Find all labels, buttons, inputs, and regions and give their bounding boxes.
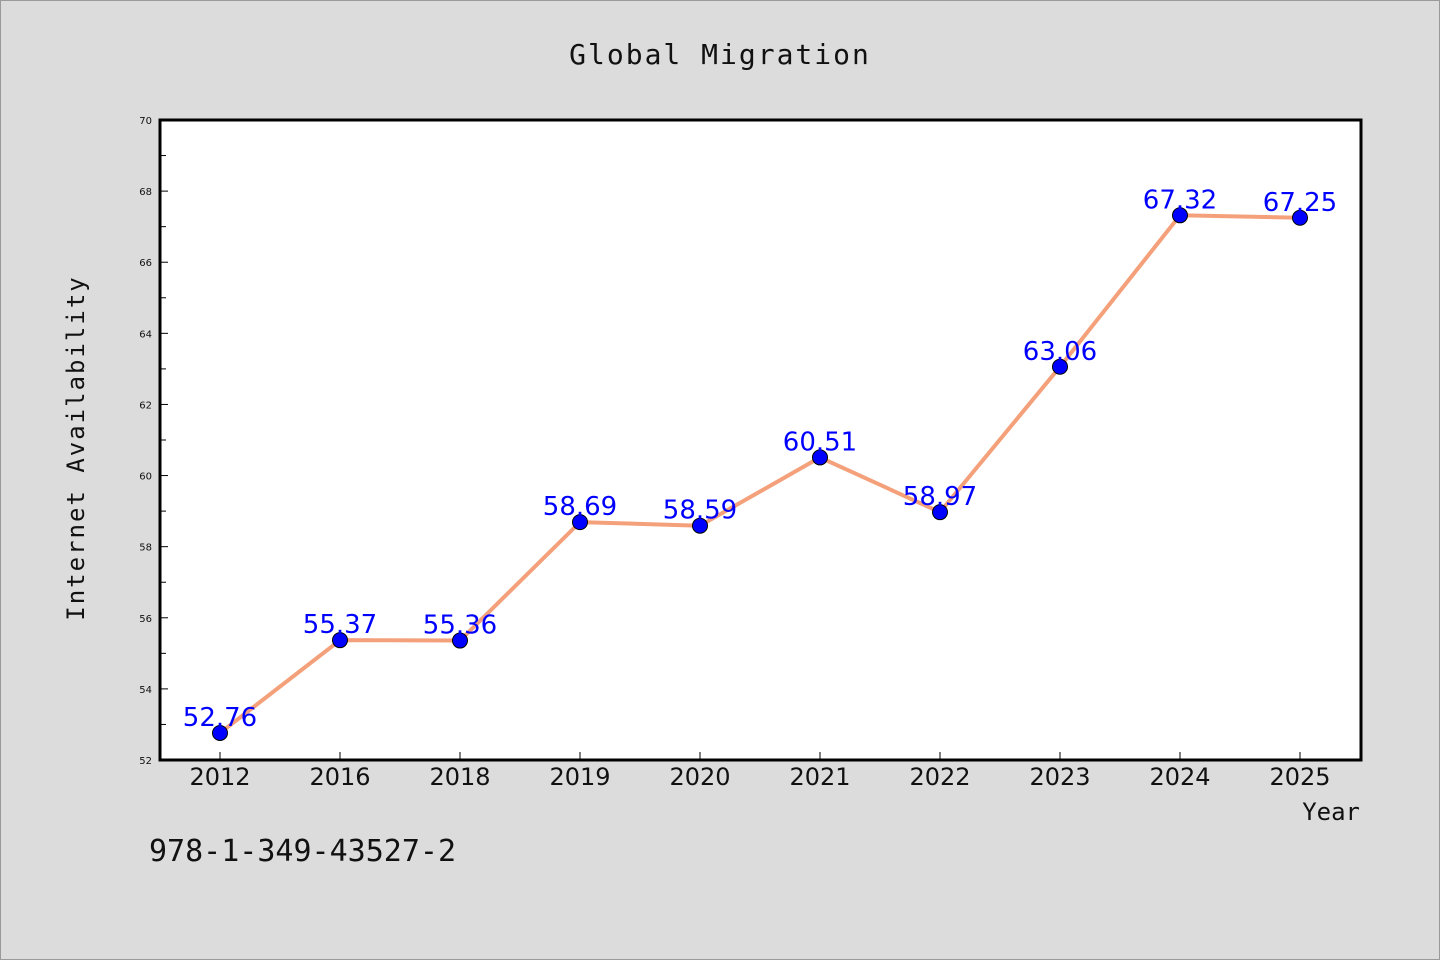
- data-point: [1052, 358, 1068, 375]
- data-label: 58.69: [543, 492, 617, 522]
- data-label: 60.51: [783, 427, 857, 457]
- data-point: [1172, 207, 1188, 224]
- data-label: 67.25: [1263, 188, 1337, 218]
- x-tick-label: 2025: [1269, 763, 1330, 791]
- x-tick-label: 2023: [1029, 763, 1090, 791]
- y-tick-label: 66: [139, 258, 152, 269]
- y-axis: 52 54 56 58 60 62 64 66 68 70: [139, 116, 168, 767]
- x-tick-label: 2012: [189, 763, 250, 791]
- y-tick-label: 62: [139, 400, 152, 411]
- data-label: 58.97: [903, 482, 977, 512]
- y-tick-label: 52: [139, 756, 152, 767]
- y-tick-label: 64: [139, 329, 152, 340]
- data-label: 52.76: [183, 703, 257, 733]
- x-tick-label: 2016: [309, 763, 370, 791]
- data-labels: 52.76 55.37 55.36 58.69 58.59 60.51 58.97 63.06…: [183, 185, 1337, 733]
- data-point: [452, 632, 468, 649]
- x-tick-label: 2021: [789, 763, 850, 791]
- data-point: [572, 514, 588, 531]
- data-point: [692, 517, 708, 534]
- x-tick-label: 2020: [669, 763, 730, 791]
- data-point: [932, 504, 948, 521]
- x-axis-title: Year: [1302, 798, 1360, 826]
- data-point: [332, 632, 348, 649]
- y-axis-title: Internet Availability: [62, 275, 90, 620]
- chart-title: Global Migration: [569, 38, 871, 71]
- x-axis: 2012 2016 2018 2019 2020 2021 2022 2023 2024 2025: [189, 752, 1331, 791]
- y-tick-label: 68: [139, 187, 152, 198]
- footer-code: 978-1-349-43527-2: [149, 834, 457, 869]
- y-tick-label: 58: [139, 543, 152, 554]
- y-tick-label: 54: [139, 685, 152, 696]
- x-tick-label: 2018: [429, 763, 490, 791]
- data-point: [812, 449, 828, 466]
- x-tick-label: 2019: [549, 763, 610, 791]
- x-tick-label: 2022: [909, 763, 970, 791]
- data-markers: [212, 207, 1308, 741]
- series-line: [218, 213, 1302, 735]
- y-tick-label: 70: [139, 116, 152, 127]
- data-label: 63.06: [1023, 337, 1097, 367]
- plot-area: [158, 118, 1363, 762]
- data-label: 58.59: [663, 496, 737, 526]
- y-tick-label: 60: [139, 472, 152, 483]
- data-label: 67.32: [1143, 185, 1217, 215]
- data-point: [1292, 209, 1308, 226]
- data-label: 55.37: [303, 610, 377, 640]
- x-tick-label: 2024: [1149, 763, 1210, 791]
- data-label: 55.36: [423, 611, 497, 641]
- y-tick-label: 56: [139, 614, 152, 625]
- data-point: [212, 724, 228, 741]
